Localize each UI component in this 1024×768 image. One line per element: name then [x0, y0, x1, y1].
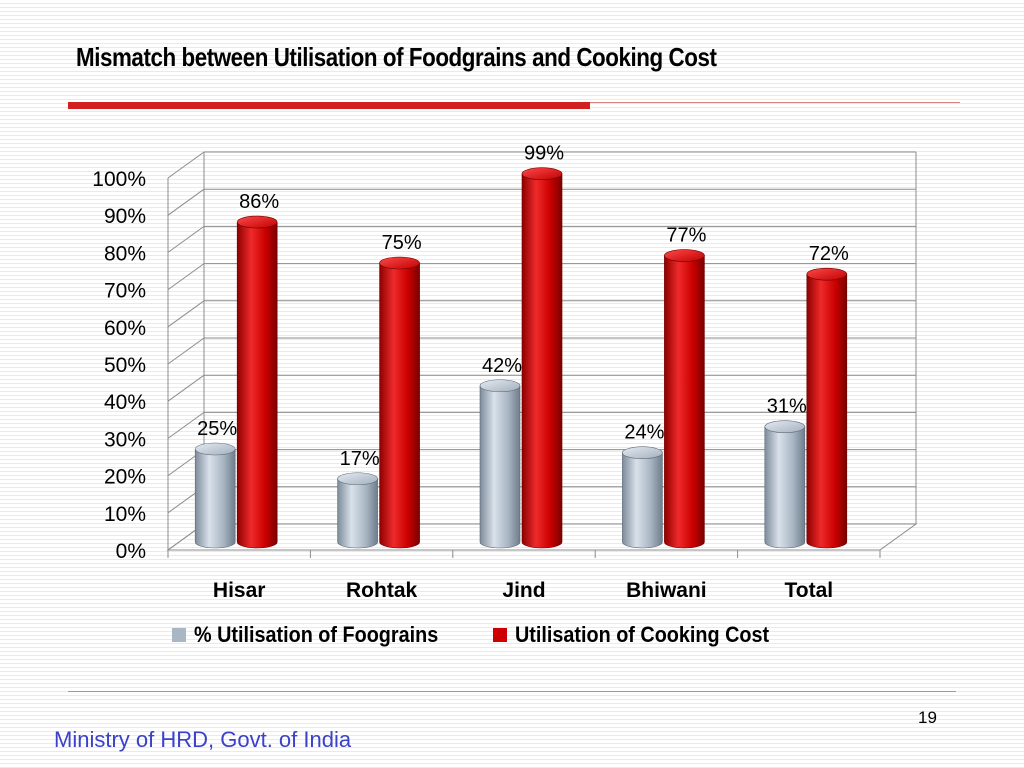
x-tick-label: Jind — [502, 579, 545, 602]
grid-line-diagonal — [167, 337, 205, 365]
data-label: 17% — [340, 448, 380, 470]
bar-body — [764, 426, 806, 549]
bar — [194, 442, 236, 549]
legend-swatch-red — [493, 628, 508, 642]
y-axis: 0% 10% 20% 30% 40% 50% 60% 70% 80% 90% 100% — [92, 168, 146, 563]
y-tick-label: 20% — [104, 466, 146, 489]
data-labels: 25% 17% 42% 24% 31% 86% 75% 99% 77% 72% — [197, 143, 849, 470]
grid-line-diagonal — [167, 188, 205, 216]
bar-top — [521, 167, 563, 181]
page-number: 19 — [918, 708, 937, 727]
bar-top — [337, 472, 378, 486]
bar-body — [806, 273, 848, 549]
bar-top — [764, 420, 806, 433]
bar-body — [479, 385, 521, 549]
y-tick-label: 70% — [104, 280, 146, 303]
data-label: 31% — [767, 396, 807, 418]
bar-top — [479, 379, 521, 393]
bar-body — [236, 221, 278, 549]
footer-rule — [68, 691, 956, 692]
legend-swatch-grey — [172, 628, 186, 642]
bar-top — [806, 267, 848, 281]
bar-top — [379, 256, 420, 270]
bar-body — [379, 262, 420, 549]
x-tick-label: Hisar — [213, 579, 266, 602]
bar-body — [337, 478, 378, 549]
bars — [194, 167, 848, 549]
data-label: 99% — [524, 143, 564, 165]
data-label: 75% — [382, 232, 422, 254]
grid-line-diagonal — [167, 300, 205, 328]
bar — [806, 267, 848, 549]
title-underline-thin — [590, 102, 960, 103]
y-tick-label: 30% — [104, 428, 146, 451]
bar — [236, 215, 278, 549]
data-label: 42% — [482, 355, 522, 377]
bar-body — [664, 255, 705, 549]
grid-line-diagonal — [167, 374, 205, 402]
data-label: 77% — [666, 225, 706, 247]
bar — [764, 420, 806, 549]
x-tick-label: Rohtak — [346, 579, 417, 602]
bar-body — [194, 448, 236, 549]
slide-title: Mismatch between Utilisation of Foodgrai… — [76, 42, 717, 72]
grid-line-diagonal — [167, 411, 205, 439]
chart-floor — [166, 523, 918, 551]
y-tick-label: 10% — [104, 503, 146, 526]
data-label: 86% — [239, 191, 279, 213]
bar-top — [194, 442, 236, 456]
y-tick-label: 80% — [104, 242, 146, 265]
y-tick-label: 40% — [104, 391, 146, 414]
x-tick-label: Bhiwani — [626, 579, 707, 602]
x-tick-label: Total — [784, 579, 833, 602]
y-tick-label: 60% — [104, 317, 146, 340]
title-underline-red — [68, 102, 590, 109]
y-tick-label: 90% — [104, 205, 146, 228]
grid-line-diagonal — [167, 225, 205, 253]
y-tick-label: 100% — [92, 168, 146, 191]
legend-item-cooking-cost: Utilisation of Cooking Cost — [493, 622, 797, 648]
grid-line-diagonal — [167, 263, 205, 291]
data-label: 72% — [809, 243, 849, 265]
data-label: 24% — [624, 422, 664, 444]
bar-top — [622, 446, 663, 460]
bar-top — [664, 249, 705, 262]
bar — [521, 167, 563, 549]
bar — [379, 256, 420, 549]
data-label: 25% — [197, 418, 237, 440]
grid-line-diagonal — [167, 151, 205, 179]
bar-body — [622, 452, 663, 549]
x-axis: Hisar Rohtak Jind Bhiwani Total — [167, 550, 881, 602]
bar-body — [521, 173, 563, 549]
chart-legend: % Utilisation of Foograins Utilisation o… — [172, 622, 826, 648]
y-tick-label: 0% — [116, 540, 146, 563]
legend-label: Utilisation of Cooking Cost — [515, 622, 770, 647]
bar-top — [236, 215, 278, 229]
y-tick-label: 50% — [104, 354, 146, 377]
legend-item-foodgrains: % Utilisation of Foograins — [172, 622, 465, 648]
legend-label: % Utilisation of Foograins — [194, 622, 439, 647]
bar — [337, 472, 378, 549]
footer-text: Ministry of HRD, Govt. of India — [54, 727, 352, 752]
bar — [622, 446, 663, 549]
bar — [664, 249, 705, 549]
bar — [479, 379, 521, 549]
